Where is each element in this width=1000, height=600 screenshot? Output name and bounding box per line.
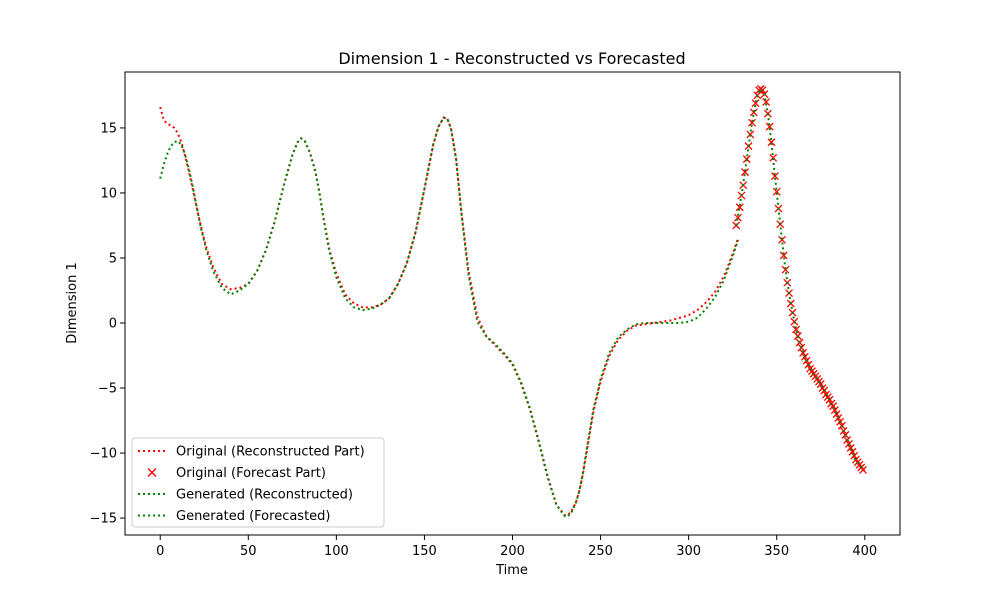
y-tick-label: 5: [109, 251, 117, 266]
x-tick-label: 150: [412, 544, 437, 559]
data-point-marker: [772, 187, 781, 196]
x-tick-label: 0: [156, 544, 164, 559]
data-point-marker: [746, 130, 755, 139]
legend-label: Original (Reconstructed Part): [176, 445, 365, 460]
data-point-marker: [765, 122, 774, 131]
data-point-marker: [769, 153, 778, 162]
x-tick-label: 300: [676, 544, 701, 559]
legend-item: Original (Reconstructed Part): [138, 445, 365, 460]
data-point-marker: [749, 108, 758, 117]
data-point-marker: [741, 168, 749, 177]
data-point-marker: [799, 348, 808, 357]
data-point-marker: [779, 251, 788, 260]
x-axis: 0 50 100 150 200 250 300 350 400: [156, 535, 877, 559]
data-point-marker: [832, 410, 841, 419]
data-point-marker: [848, 447, 857, 456]
y-tick-label: −10: [90, 447, 117, 462]
plot-area: [159, 84, 867, 519]
y-tick-label: −5: [98, 382, 117, 397]
x-axis-title: Time: [495, 563, 528, 578]
data-point-marker: [850, 451, 859, 460]
data-point-marker: [770, 172, 779, 181]
y-tick-label: 15: [100, 121, 117, 136]
data-point-marker: [735, 203, 744, 212]
series-line: [159, 116, 739, 519]
legend-label: Generated (Reconstructed): [176, 488, 353, 503]
legend-label: Original (Forecast Part): [176, 466, 326, 481]
data-point-marker: [830, 406, 839, 415]
x-tick-label: 400: [852, 544, 877, 559]
data-point-marker: [846, 443, 855, 452]
y-tick-label: −15: [90, 512, 117, 527]
data-point-marker: [797, 343, 806, 352]
y-axis-title: Dimension 1: [65, 262, 80, 344]
data-point-marker: [778, 235, 786, 244]
y-axis: −15 −10 −5 0 5 10 15: [90, 121, 125, 527]
x-tick-label: 350: [764, 544, 789, 559]
legend-item: Generated (Forecasted): [138, 509, 331, 524]
y-tick-label: 10: [100, 186, 117, 201]
legend-label: Generated (Forecasted): [176, 509, 331, 524]
x-tick-label: 200: [500, 544, 525, 559]
legend-item: Generated (Reconstructed): [138, 488, 353, 503]
data-point-marker: [781, 265, 790, 274]
data-point-marker: [751, 99, 760, 108]
data-point-marker: [844, 440, 853, 448]
data-point-marker: [762, 97, 771, 106]
data-point-marker: [742, 155, 751, 164]
data-point-marker: [767, 138, 776, 147]
legend-box: [131, 437, 385, 528]
legend-item: Original (Forecast Part): [147, 466, 326, 481]
legend: Original (Reconstructed Part) Original (F…: [131, 437, 385, 528]
x-tick-label: 50: [240, 544, 257, 559]
x-tick-label: 100: [324, 544, 349, 559]
series-3: [159, 116, 739, 519]
data-point-marker: [792, 325, 801, 334]
x-tick-label: 250: [588, 544, 613, 559]
data-point-marker: [733, 213, 742, 222]
legend-swatch: [147, 468, 157, 477]
data-point-marker: [748, 118, 757, 127]
y-tick-label: 0: [109, 317, 117, 332]
data-point-marker: [793, 332, 802, 340]
chart-title: Dimension 1 - Reconstructed vs Forecaste…: [338, 49, 685, 68]
